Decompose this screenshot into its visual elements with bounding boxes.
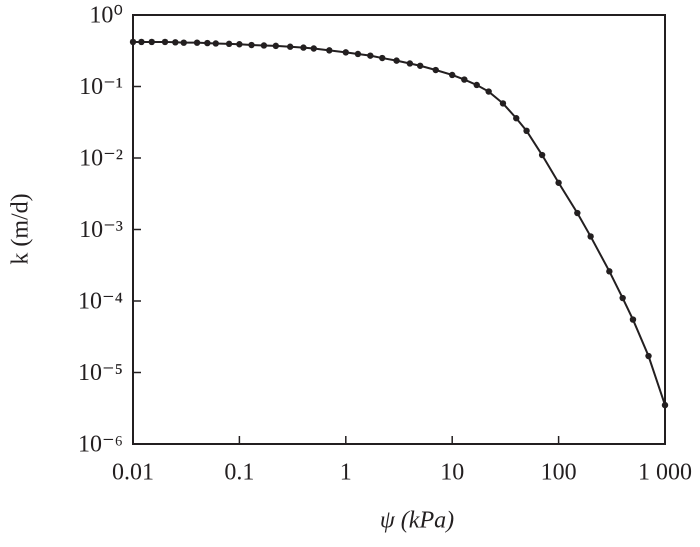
- data-point: [538, 151, 546, 159]
- data-point: [260, 42, 268, 49]
- x-axis-label: ψ (kPa): [380, 508, 454, 534]
- x-tick-label: 1 000: [638, 460, 692, 486]
- data-line: [133, 40, 666, 406]
- data-point: [236, 41, 243, 48]
- x-tick-label: 1: [340, 460, 352, 486]
- data-point: [432, 66, 439, 74]
- x-tick-label: 0.1: [224, 460, 254, 486]
- y-tick-label: 10⁻¹: [79, 74, 123, 100]
- y-tick-label: 10⁻³: [79, 217, 123, 243]
- data-point: [342, 49, 349, 56]
- data-point: [555, 179, 562, 186]
- y-tick-label: 10⁻²: [79, 146, 123, 172]
- data-point: [461, 76, 468, 83]
- data-point: [129, 38, 137, 46]
- data-point: [574, 209, 581, 217]
- x-tick-label: 0.01: [112, 460, 154, 486]
- data-point: [645, 352, 652, 360]
- data-point: [661, 401, 669, 409]
- data-point: [212, 40, 219, 47]
- data-point: [485, 88, 492, 95]
- data-point: [523, 127, 530, 135]
- data-point: [449, 71, 456, 79]
- y-tick-label: 10⁰: [89, 3, 123, 29]
- data-point: [300, 44, 307, 51]
- data-point: [513, 115, 520, 122]
- data-point: [225, 40, 233, 48]
- data-point: [172, 39, 179, 46]
- data-point: [286, 43, 294, 50]
- data-point: [148, 38, 155, 46]
- data-point: [629, 316, 637, 323]
- y-tick-label: 10⁻⁴: [78, 289, 123, 315]
- plot-frame: [132, 14, 666, 445]
- data-point: [619, 294, 626, 302]
- data-point: [248, 41, 255, 49]
- data-point: [326, 47, 333, 54]
- data-point: [406, 60, 414, 67]
- data-point: [354, 50, 362, 58]
- x-tick-label: 10: [440, 460, 464, 486]
- data-point: [310, 45, 317, 52]
- data-point: [204, 39, 211, 47]
- data-point: [393, 57, 400, 64]
- data-point: [416, 62, 424, 69]
- data-point: [161, 38, 169, 46]
- data-point: [138, 38, 145, 46]
- data-point: [193, 39, 201, 46]
- y-tick-label: 10⁻⁵: [78, 360, 123, 386]
- data-point: [367, 52, 374, 59]
- data-point: [587, 233, 594, 240]
- data-point: [379, 54, 386, 62]
- data-point: [499, 100, 507, 107]
- data-point: [272, 42, 280, 50]
- y-tick-label: 10⁻⁶: [78, 432, 123, 458]
- data-point: [473, 81, 480, 89]
- data-point: [606, 268, 613, 275]
- data-point: [180, 39, 187, 46]
- y-axis-label: k (m/d): [8, 193, 34, 264]
- x-tick-label: 100: [541, 460, 577, 486]
